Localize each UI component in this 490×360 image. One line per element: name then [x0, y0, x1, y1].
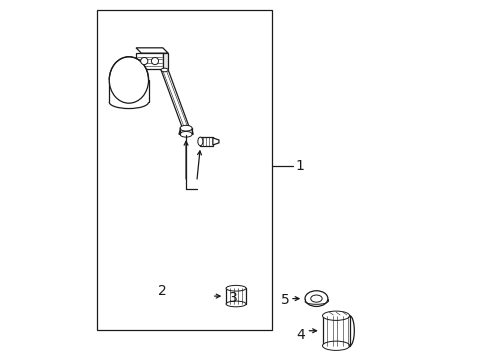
Polygon shape: [136, 48, 168, 53]
Polygon shape: [163, 53, 168, 69]
Polygon shape: [161, 70, 190, 128]
Ellipse shape: [109, 57, 148, 103]
Polygon shape: [213, 138, 219, 145]
Polygon shape: [322, 316, 350, 346]
Ellipse shape: [151, 58, 159, 64]
Text: 2: 2: [158, 284, 167, 298]
Text: 5: 5: [281, 293, 290, 307]
Ellipse shape: [141, 58, 148, 64]
Text: 1: 1: [295, 159, 304, 173]
Ellipse shape: [322, 341, 350, 350]
Polygon shape: [179, 128, 193, 134]
Ellipse shape: [311, 295, 322, 302]
Polygon shape: [226, 288, 246, 304]
Ellipse shape: [180, 125, 192, 131]
Text: 4: 4: [297, 328, 306, 342]
Polygon shape: [129, 67, 137, 80]
Ellipse shape: [305, 291, 328, 306]
Text: 3: 3: [229, 291, 238, 305]
Polygon shape: [136, 53, 163, 69]
Ellipse shape: [180, 131, 192, 137]
Ellipse shape: [226, 301, 246, 307]
Ellipse shape: [161, 68, 168, 72]
Ellipse shape: [198, 137, 203, 146]
Ellipse shape: [182, 126, 190, 130]
Ellipse shape: [226, 285, 246, 291]
Ellipse shape: [322, 311, 350, 320]
Polygon shape: [200, 137, 213, 146]
Bar: [97, 10, 272, 330]
